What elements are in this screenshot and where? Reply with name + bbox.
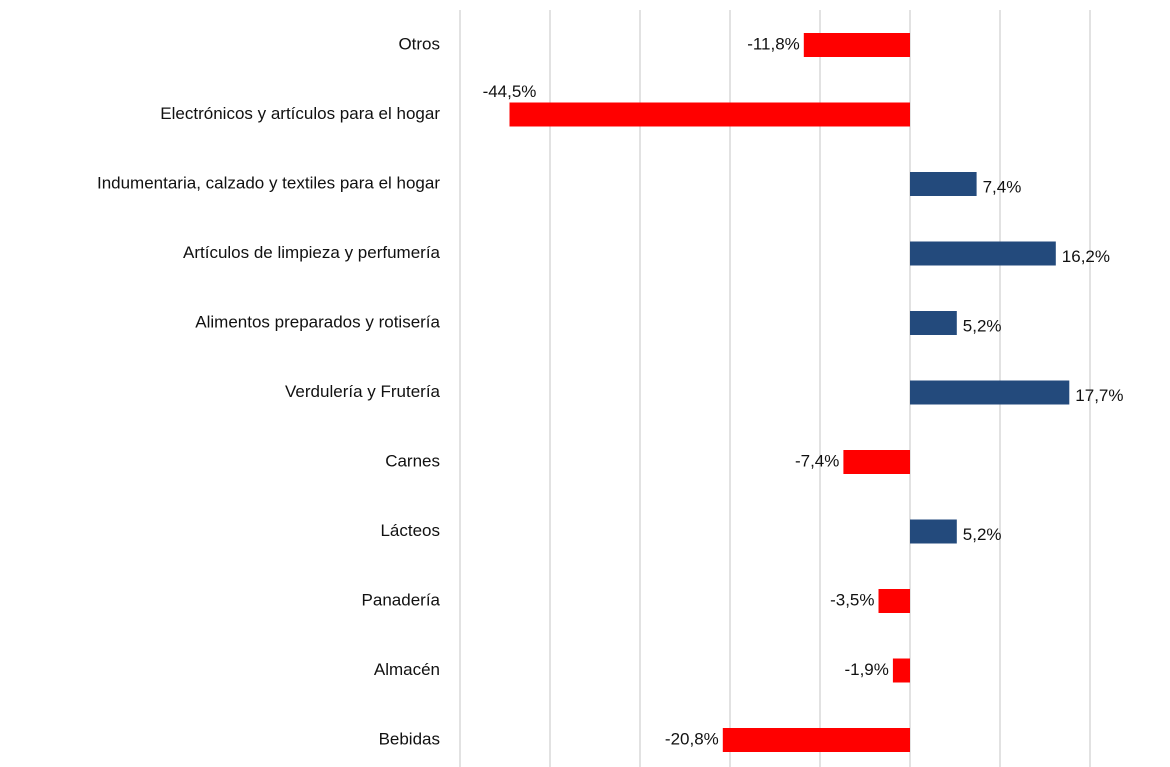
bar: [803, 33, 910, 57]
value-label: -3,5%: [830, 590, 874, 609]
value-label: 16,2%: [1062, 247, 1110, 266]
category-label: Artículos de limpieza y perfumería: [183, 243, 441, 262]
bar: [722, 728, 910, 752]
bar: [910, 380, 1070, 405]
bar: [910, 519, 957, 544]
category-label: Carnes: [385, 451, 440, 470]
bar: [910, 241, 1056, 266]
value-label: -20,8%: [665, 729, 719, 748]
value-label: -44,5%: [483, 82, 537, 101]
category-label: Lácteos: [380, 521, 440, 540]
category-label: Alimentos preparados y rotisería: [195, 312, 440, 331]
value-label: 17,7%: [1075, 386, 1123, 405]
category-label: Electrónicos y artículos para el hogar: [160, 104, 440, 123]
bar: [910, 311, 957, 335]
value-label: -7,4%: [795, 451, 839, 470]
value-label: -1,9%: [844, 660, 888, 679]
value-label: 5,2%: [963, 316, 1002, 335]
bar: [892, 658, 910, 683]
category-label: Otros: [398, 34, 440, 53]
value-label: 7,4%: [983, 177, 1022, 196]
category-label: Panadería: [362, 590, 441, 609]
bar: [509, 102, 910, 127]
category-label: Indumentaria, calzado y textiles para el…: [97, 173, 440, 192]
category-label: Bebidas: [379, 729, 440, 748]
value-label: 5,2%: [963, 525, 1002, 544]
bar: [910, 172, 977, 196]
value-label: -11,8%: [747, 34, 800, 53]
bar: [878, 589, 910, 613]
category-label: Almacén: [374, 660, 440, 679]
bar: [843, 450, 910, 474]
category-label: Verdulería y Frutería: [285, 382, 441, 401]
